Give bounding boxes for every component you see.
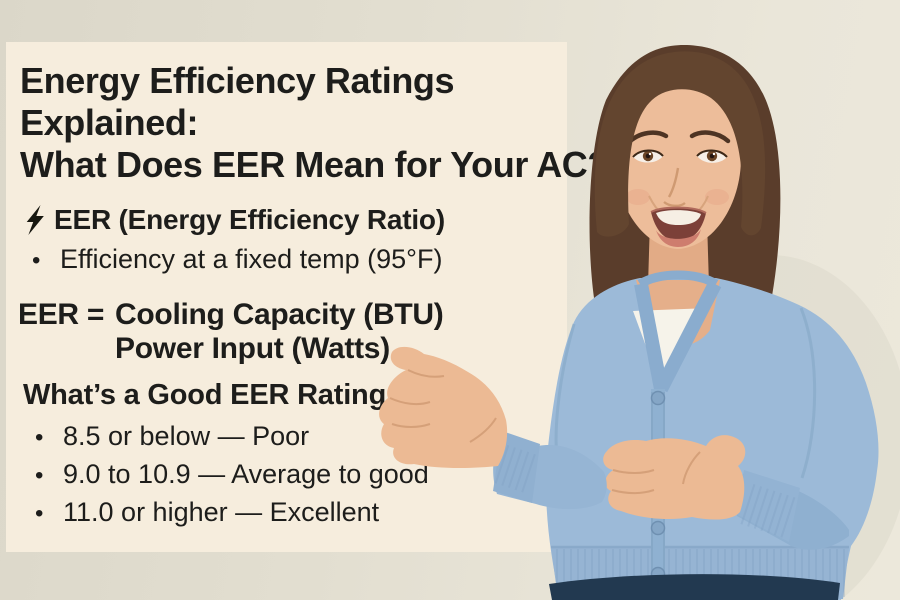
bullet-marker: • [32, 247, 41, 274]
formula-fraction: Cooling Capacity (BTU) Power Input (Watt… [115, 298, 444, 366]
eer-bullet-item: • Efficiency at a fixed temp (95°F) [32, 244, 442, 275]
button [650, 520, 666, 536]
left-forearm [735, 470, 849, 550]
right-hand [379, 346, 508, 468]
button [650, 390, 666, 406]
page-title: Energy Efficiency Ratings Explained: Wha… [20, 60, 609, 186]
skirt [549, 574, 840, 600]
presenter-illustration [379, 45, 900, 600]
face [615, 70, 741, 249]
formula-numerator: Cooling Capacity (BTU) [115, 298, 444, 331]
eer-section-heading: EER (Energy Efficiency Ratio) [25, 204, 445, 236]
right-eyebrow [689, 130, 731, 144]
title-line-3: What Does EER Mean for Your AC? [20, 144, 609, 185]
rating-item-text: 11.0 or higher — Excellent [63, 497, 380, 527]
ratings-heading: What’s a Good EER Rating: [23, 379, 396, 411]
formula-denominator: Power Input (Watts) [115, 332, 390, 365]
blush-right [705, 189, 729, 205]
vneck-trim [634, 270, 722, 393]
eer-bullet-text: Efficiency at a fixed temp (95°F) [60, 244, 443, 274]
eer-formula: EER = Cooling Capacity (BTU) Power Input… [18, 298, 444, 366]
formula-lhs: EER = [18, 298, 105, 331]
mouth [650, 206, 707, 247]
rating-item-excellent: • 11.0 or higher — Excellent [35, 497, 379, 528]
text-content: Energy Efficiency Ratings Explained: Wha… [18, 60, 662, 560]
rating-item-average: • 9.0 to 10.9 — Average to good [35, 459, 429, 490]
rating-item-text: 8.5 or below — Poor [63, 421, 310, 451]
eer-heading-label: EER (Energy Efficiency Ratio) [54, 204, 445, 235]
left-eye [632, 149, 664, 163]
right-eye [696, 149, 728, 163]
facial-features [626, 130, 731, 247]
bullet-marker: • [35, 424, 44, 451]
nose [663, 167, 686, 208]
hair-front [594, 51, 766, 237]
rating-item-text: 9.0 to 10.9 — Average to good [63, 459, 429, 489]
title-line-2: Explained: [20, 102, 199, 143]
rating-item-poor: • 8.5 or below — Poor [35, 421, 309, 452]
right-arm-seam [799, 307, 817, 479]
bullet-marker: • [35, 500, 44, 527]
bullet-marker: • [35, 462, 44, 489]
lightning-bolt-icon [26, 205, 44, 235]
blush-left [626, 189, 650, 205]
title-line-1: Energy Efficiency Ratings [20, 60, 455, 101]
left-hand [603, 435, 746, 520]
